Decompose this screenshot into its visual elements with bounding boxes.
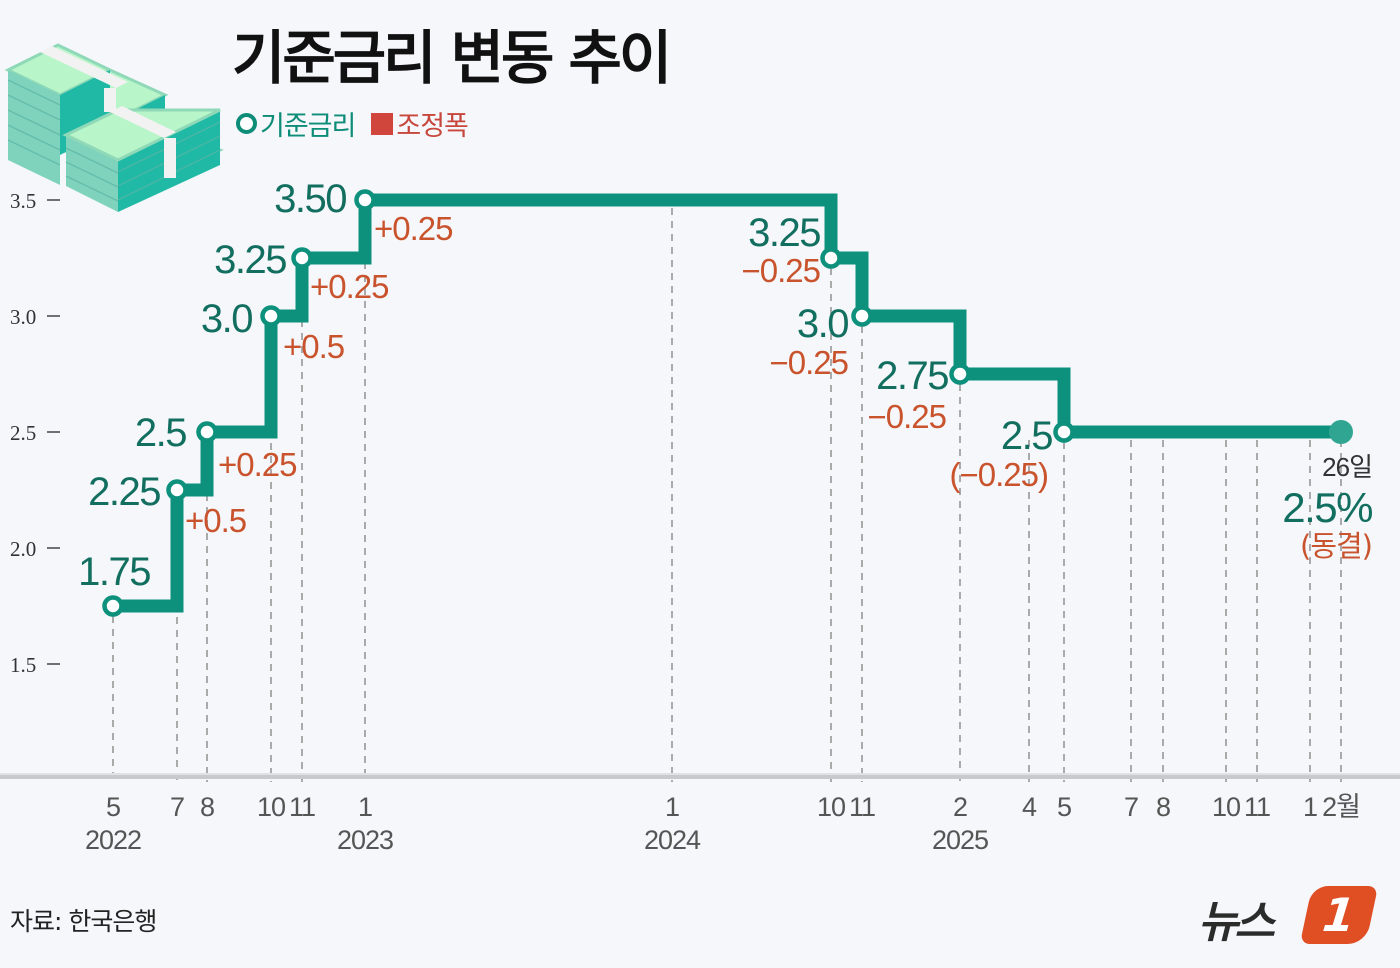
x-tick-label: 10 [817,792,845,822]
change-value-label: +0.25 [374,210,453,247]
x-tick-label: 11 [289,792,315,822]
x-year-label: 2022 [85,825,141,855]
y-axis: 3.5 3.0 2.5 2.0 1.5 [10,189,60,677]
x-year-label: 2024 [644,825,701,855]
circle-marker-icon [236,113,257,134]
legend-change-label: 조정폭 [396,111,469,142]
rate-value-label: 2.75 [876,354,948,398]
change-value-label: −0.25 [868,398,947,435]
change-value-label: (−0.25) [950,456,1048,493]
final-rate-label: 2.5% [1282,484,1372,531]
x-tick-label: 5 [106,792,120,822]
rate-value-label: 2.25 [88,470,160,514]
final-point-marker [1329,420,1353,444]
rate-value-label: 3.0 [797,302,848,346]
x-tick-label: 7 [1124,792,1138,822]
rate-point-marker [166,479,188,501]
legend-item-rate: 기준금리 [236,104,356,143]
rate-point-marker [291,247,313,269]
news1-logo: 뉴스 1 [1198,882,1379,952]
final-date-label: 26일 [1322,452,1372,482]
money-stack-icon [4,43,224,212]
change-value-label: −0.25 [742,252,821,289]
rate-value-label: 2.5 [135,411,186,455]
change-value-label: +0.25 [218,446,297,483]
x-tick-label: 2월 [1322,792,1360,822]
rate-value-label: 3.0 [201,297,252,341]
rate-point-marker [820,247,842,269]
y-tick-label: 1.5 [10,653,36,677]
square-marker-icon [371,112,394,135]
rate-value-label: 3.25 [748,211,820,255]
x-tick-label: 10 [257,792,285,822]
final-status-label: (동결) [1300,529,1372,563]
x-tick-label: 11 [1244,792,1270,822]
x-tick-label: 1 [358,792,372,822]
legend: 기준금리 조정폭 [236,104,469,143]
change-value-label: −0.25 [770,344,849,381]
x-tick-label: 1 [1303,792,1317,822]
rate-point-marker [354,189,376,211]
data-labels: 1.75 2.25 +0.5 2.5 +0.25 3.0 +0.5 3.25 +0.25 3.50… [78,177,1374,594]
x-tick-label: 7 [170,792,184,822]
legend-rate-label: 기준금리 [260,111,356,142]
y-tick-label: 2.0 [10,537,36,561]
x-tick-label: 1 [665,792,679,822]
change-value-label: +0.25 [310,268,389,305]
rate-value-label: 3.50 [274,177,346,221]
rate-point-marker [851,305,873,327]
chart-title: 기준금리 변동 추이 [232,24,672,92]
x-tick-label: 2 [953,792,967,822]
logo-text: 뉴스 [1198,897,1275,948]
x-axis-baseline [0,773,1400,779]
source-note: 자료: 한국은행 [10,907,157,936]
x-tick-label: 8 [1156,792,1170,822]
rate-point-marker [102,595,124,617]
change-value-label: +0.5 [185,502,246,539]
rate-value-label: 3.25 [214,238,286,282]
logo-badge-text: 1 [1320,888,1358,942]
x-tick-label: 4 [1022,792,1037,822]
rate-point-marker [196,421,218,443]
x-tick-label: 5 [1057,792,1071,822]
rate-value-label: 1.75 [78,550,150,594]
y-tick-label: 3.5 [10,189,36,213]
data-markers [102,189,1353,617]
rate-value-label: 2.5 [1001,414,1052,458]
rate-point-marker [949,363,971,385]
change-value-label: +0.5 [283,328,344,365]
grid-lines [112,208,1342,782]
y-tick-label: 2.5 [10,421,36,445]
x-tick-label: 11 [849,792,875,822]
x-tick-label: 10 [1212,792,1240,822]
x-year-label: 2023 [337,825,393,855]
legend-item-change: 조정폭 [363,104,469,143]
rate-point-marker [260,305,282,327]
y-tick-label: 3.0 [10,305,36,329]
x-tick-label: 8 [200,792,214,822]
rate-point-marker [1053,421,1075,443]
x-year-label: 2025 [932,825,988,855]
logo-badge-icon: 1 [1299,886,1379,944]
